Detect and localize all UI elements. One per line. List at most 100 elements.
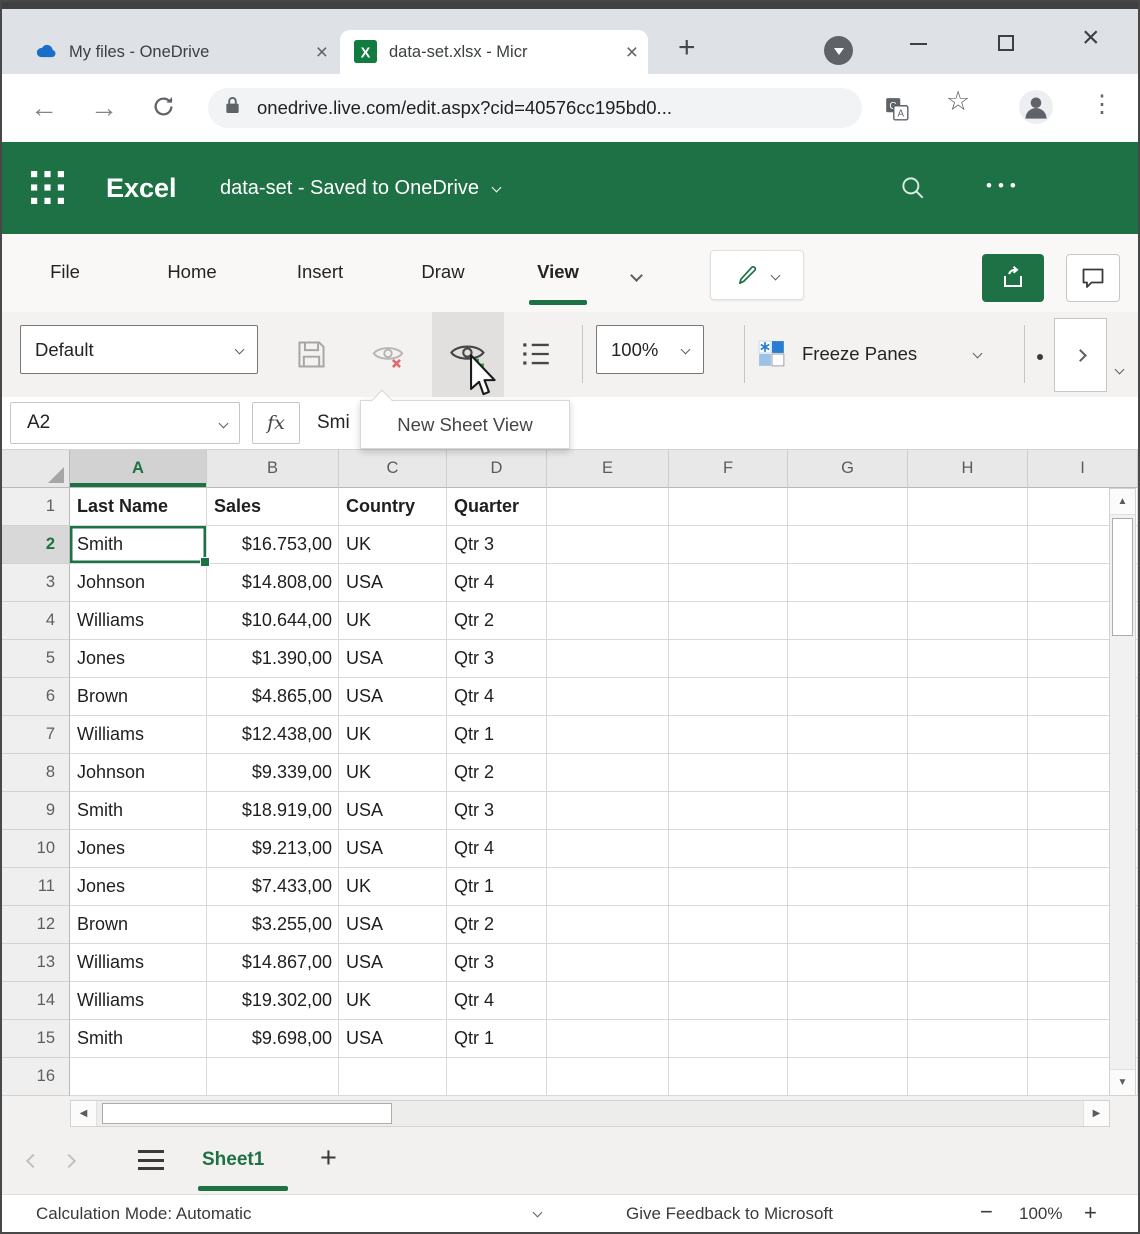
cell-D8[interactable]: Qtr 2	[447, 754, 547, 792]
freeze-panes-icon[interactable]	[758, 340, 786, 373]
search-icon[interactable]	[898, 173, 928, 208]
cell-H10[interactable]	[908, 830, 1028, 868]
sheet-view-options-icon[interactable]	[518, 337, 554, 376]
url-field[interactable]: onedrive.live.com/edit.aspx?cid=40576cc1…	[208, 88, 862, 128]
cell-D9[interactable]: Qtr 3	[447, 792, 547, 830]
share-button[interactable]	[982, 254, 1044, 302]
row-header-4[interactable]: 4	[2, 602, 70, 640]
cell-H13[interactable]	[908, 944, 1028, 982]
cell-A15[interactable]: Smith	[70, 1020, 207, 1058]
cell-D1[interactable]: Quarter	[447, 488, 547, 526]
zoom-select[interactable]: 100%	[596, 325, 704, 374]
cell-B8[interactable]: $9.339,00	[207, 754, 339, 792]
zoom-out-button[interactable]: −	[980, 1199, 993, 1224]
feedback-link[interactable]: Give Feedback to Microsoft	[626, 1204, 833, 1223]
cell-G4[interactable]	[788, 602, 908, 640]
cell-E10[interactable]	[547, 830, 669, 868]
save-sheet-view-icon[interactable]	[294, 337, 329, 377]
vertical-scrollbar[interactable]: ▲ ▼	[1109, 488, 1136, 1096]
ribbon-scroll-right-button[interactable]	[1054, 318, 1107, 392]
tab-close-icon[interactable]: ×	[625, 40, 638, 64]
cell-C5[interactable]: USA	[339, 640, 447, 678]
reload-button[interactable]	[150, 93, 177, 125]
cell-H4[interactable]	[908, 602, 1028, 640]
column-header-D[interactable]: D	[447, 450, 547, 488]
cell-C8[interactable]: UK	[339, 754, 447, 792]
cell-H7[interactable]	[908, 716, 1028, 754]
cell-E8[interactable]	[547, 754, 669, 792]
name-box[interactable]: A2	[10, 402, 240, 444]
browser-tab-onedrive[interactable]: My files - OneDrive ×	[20, 30, 338, 74]
cell-B5[interactable]: $1.390,00	[207, 640, 339, 678]
cell-B4[interactable]: $10.644,00	[207, 602, 339, 640]
cell-C11[interactable]: UK	[339, 868, 447, 906]
cell-G7[interactable]	[788, 716, 908, 754]
cell-H3[interactable]	[908, 564, 1028, 602]
column-header-A[interactable]: A	[70, 450, 207, 488]
cell-F4[interactable]	[669, 602, 788, 640]
next-sheet-icon[interactable]	[61, 1153, 77, 1169]
ribbon-tabs-chevron-icon[interactable]	[630, 269, 643, 282]
cell-D12[interactable]: Qtr 2	[447, 906, 547, 944]
cell-C4[interactable]: UK	[339, 602, 447, 640]
cell-A6[interactable]: Brown	[70, 678, 207, 716]
sheet-tab-sheet1[interactable]: Sheet1	[202, 1149, 265, 1170]
horizontal-scroll-thumb[interactable]	[102, 1103, 392, 1124]
comments-button[interactable]	[1066, 254, 1120, 302]
cell-G11[interactable]	[788, 868, 908, 906]
insert-function-button[interactable]: fx	[252, 402, 300, 444]
menu-item-file[interactable]: File	[50, 261, 80, 282]
cell-C1[interactable]: Country	[339, 488, 447, 526]
tab-close-icon[interactable]: ×	[315, 40, 328, 64]
scroll-left-icon[interactable]: ◀	[71, 1101, 97, 1126]
cell-A10[interactable]: Jones	[70, 830, 207, 868]
row-header-16[interactable]: 16	[2, 1058, 70, 1096]
row-header-13[interactable]: 13	[2, 944, 70, 982]
cell-A5[interactable]: Jones	[70, 640, 207, 678]
cell-G5[interactable]	[788, 640, 908, 678]
cell-E4[interactable]	[547, 602, 669, 640]
vertical-scroll-thumb[interactable]	[1112, 518, 1133, 636]
bookmark-star-icon[interactable]: ☆	[946, 86, 971, 116]
horizontal-scrollbar[interactable]: ◀ ▶	[70, 1100, 1110, 1127]
row-header-2[interactable]: 2	[2, 526, 70, 564]
cell-F9[interactable]	[669, 792, 788, 830]
cell-C14[interactable]: UK	[339, 982, 447, 1020]
cell-H5[interactable]	[908, 640, 1028, 678]
row-header-14[interactable]: 14	[2, 982, 70, 1020]
back-button[interactable]: ←	[30, 92, 58, 123]
column-header-G[interactable]: G	[788, 450, 908, 488]
column-header-B[interactable]: B	[207, 450, 339, 488]
cell-B2[interactable]: $16.753,00	[207, 526, 339, 564]
cell-E6[interactable]	[547, 678, 669, 716]
cell-A9[interactable]: Smith	[70, 792, 207, 830]
row-header-9[interactable]: 9	[2, 792, 70, 830]
new-sheet-view-button[interactable]	[432, 312, 504, 397]
cell-H8[interactable]	[908, 754, 1028, 792]
previous-sheet-icon[interactable]	[25, 1153, 41, 1169]
cell-H16[interactable]	[908, 1058, 1028, 1096]
profile-avatar[interactable]	[1018, 89, 1054, 130]
row-header-1[interactable]: 1	[2, 488, 70, 526]
cell-F8[interactable]	[669, 754, 788, 792]
cell-A11[interactable]: Jones	[70, 868, 207, 906]
cell-E11[interactable]	[547, 868, 669, 906]
cell-F13[interactable]	[669, 944, 788, 982]
new-tab-button[interactable]: +	[678, 31, 696, 64]
select-all-corner[interactable]	[2, 450, 70, 488]
cell-B11[interactable]: $7.433,00	[207, 868, 339, 906]
cell-H15[interactable]	[908, 1020, 1028, 1058]
cell-G9[interactable]	[788, 792, 908, 830]
cell-B16[interactable]	[207, 1058, 339, 1096]
cell-G15[interactable]	[788, 1020, 908, 1058]
cell-C12[interactable]: USA	[339, 906, 447, 944]
cell-C3[interactable]: USA	[339, 564, 447, 602]
cell-G8[interactable]	[788, 754, 908, 792]
cell-B10[interactable]: $9.213,00	[207, 830, 339, 868]
cell-D3[interactable]: Qtr 4	[447, 564, 547, 602]
scroll-down-icon[interactable]: ▼	[1110, 1069, 1135, 1095]
row-header-7[interactable]: 7	[2, 716, 70, 754]
cell-E15[interactable]	[547, 1020, 669, 1058]
cell-B6[interactable]: $4.865,00	[207, 678, 339, 716]
cell-F1[interactable]	[669, 488, 788, 526]
